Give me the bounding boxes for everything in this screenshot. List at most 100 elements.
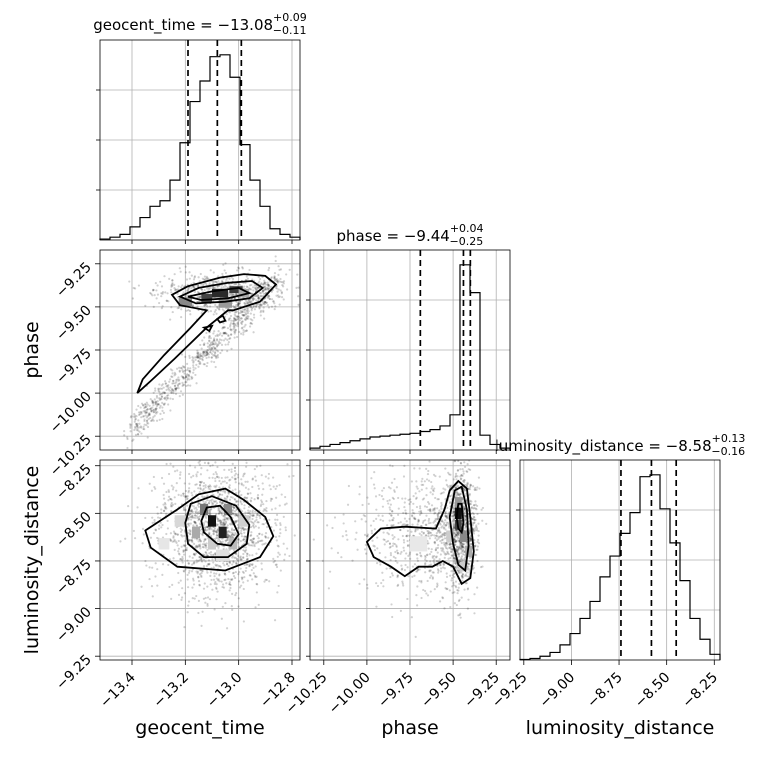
sample-point (217, 342, 220, 345)
sample-point (232, 549, 236, 552)
sample-point (164, 396, 167, 399)
sample-point (208, 510, 212, 514)
sample-point (448, 500, 452, 504)
sample-point (429, 534, 433, 537)
sample-point (233, 324, 236, 327)
sample-point (454, 586, 458, 589)
sample-point (197, 461, 200, 464)
sample-point (245, 465, 248, 468)
sample-point (189, 510, 193, 513)
sample-point (360, 518, 363, 521)
sample-point (183, 377, 186, 380)
sample-point (184, 508, 187, 511)
sample-point (207, 310, 210, 313)
sample-point (198, 483, 202, 486)
sample-point (220, 519, 223, 522)
sample-point (159, 387, 162, 390)
sample-point (250, 521, 254, 524)
sample-point (263, 580, 266, 583)
sample-point (389, 545, 392, 548)
sample-point (463, 518, 466, 521)
sample-point (231, 554, 234, 557)
sample-point (144, 304, 147, 307)
sample-point (209, 350, 212, 354)
sample-point (178, 553, 181, 556)
sample-point (172, 535, 175, 538)
sample-point (261, 539, 264, 542)
sample-point (238, 571, 241, 574)
sample-point (307, 296, 309, 298)
sample-point (204, 526, 207, 529)
sample-point (444, 528, 447, 531)
sample-point (156, 568, 159, 571)
sample-point (434, 519, 437, 522)
panel-title-phase: phase = −9.44+0.04 −0.25 (336, 222, 483, 248)
sample-point (171, 397, 175, 401)
histogram-geocent_time (99, 54, 301, 240)
sample-point (448, 484, 451, 487)
sample-point (457, 493, 460, 497)
sample-point (214, 351, 217, 354)
sample-point (450, 550, 453, 553)
sample-point (246, 492, 250, 495)
sample-point (234, 520, 237, 523)
sample-point (203, 352, 206, 355)
sample-point (187, 518, 190, 521)
sample-point (437, 571, 440, 574)
density-cell (238, 515, 250, 527)
sample-point (232, 328, 235, 331)
sample-point (209, 269, 212, 272)
sample-point (209, 337, 212, 340)
sample-point (142, 415, 146, 418)
sample-point (433, 558, 436, 561)
sample-point (175, 541, 178, 544)
sample-point (418, 532, 421, 535)
sample-point (192, 281, 195, 284)
sample-point (389, 559, 392, 562)
sample-point (469, 484, 472, 487)
sample-point (195, 508, 198, 511)
sample-point (212, 338, 216, 342)
sample-point (434, 556, 438, 559)
sample-point (455, 550, 459, 553)
sample-point (391, 464, 394, 468)
sample-point (216, 518, 220, 521)
sample-point (270, 526, 273, 529)
sample-point (209, 485, 212, 488)
sample-point (173, 286, 176, 290)
sample-point (161, 401, 164, 405)
sample-point (217, 280, 220, 283)
sample-point (262, 302, 265, 305)
sample-point (206, 351, 209, 355)
sample-point (279, 277, 282, 281)
sample-point (251, 540, 254, 543)
sample-point (242, 549, 245, 552)
sample-point (262, 509, 265, 513)
sample-point (211, 464, 214, 467)
sample-point (407, 575, 410, 578)
sample-point (437, 543, 440, 547)
sample-point (228, 535, 231, 538)
sample-point (476, 540, 479, 544)
sample-point (210, 346, 213, 349)
sample-point (160, 285, 164, 288)
sample-point (206, 345, 210, 348)
sample-point (234, 319, 237, 322)
sample-point (463, 488, 466, 491)
sample-point (230, 319, 233, 322)
sample-point (436, 560, 439, 563)
sample-point (215, 534, 219, 537)
sample-point (245, 563, 248, 566)
sample-point (211, 503, 214, 506)
sample-point (234, 293, 237, 296)
sample-point (246, 496, 249, 499)
sample-point (440, 526, 443, 529)
sample-point (226, 534, 229, 537)
sample-point (443, 543, 446, 546)
sample-point (245, 329, 248, 332)
sample-point (214, 471, 217, 474)
sample-point (251, 485, 254, 489)
sample-point (187, 517, 190, 520)
sample-point (450, 484, 453, 487)
sample-point (286, 463, 289, 466)
